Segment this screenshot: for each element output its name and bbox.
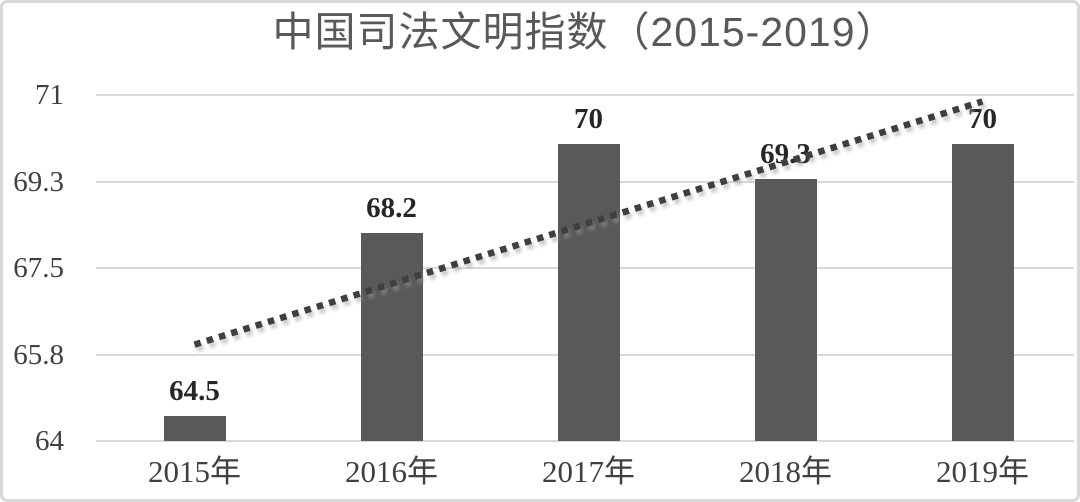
x-axis-label: 2017年 <box>542 454 635 489</box>
y-axis-label: 65.8 <box>13 338 64 371</box>
y-axis-label: 71 <box>35 79 64 111</box>
gridline <box>96 440 1074 442</box>
gridline <box>96 94 1074 96</box>
bar <box>360 233 423 441</box>
y-axis-label: 67.5 <box>13 252 64 284</box>
x-axis-label: 2019年 <box>936 454 1029 489</box>
bar-value-label: 70 <box>968 103 997 136</box>
bar-value-label: 64.5 <box>169 375 220 408</box>
bar-value-label: 69.3 <box>760 138 811 171</box>
y-axis-label: 64 <box>35 425 64 457</box>
bar <box>951 144 1014 441</box>
chart-title: 中国司法文明指数（2015-2019） <box>272 9 898 55</box>
bar-value-label: 70 <box>574 103 603 136</box>
bar-value-label: 68.2 <box>366 192 417 225</box>
x-axis-label: 2016年 <box>345 454 438 489</box>
bar <box>163 416 226 441</box>
bar <box>557 144 620 441</box>
x-axis-label: 2018年 <box>739 454 832 489</box>
bar <box>754 179 817 441</box>
y-axis-label: 69.3 <box>13 165 64 198</box>
x-axis-label: 2015年 <box>148 454 241 489</box>
